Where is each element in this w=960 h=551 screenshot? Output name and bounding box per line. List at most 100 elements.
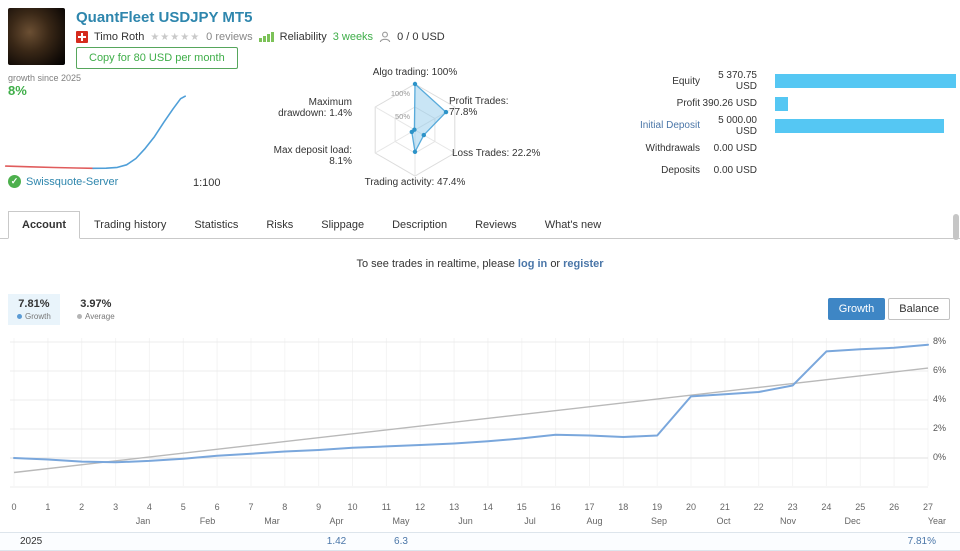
week-tick-label: 8 <box>282 502 288 512</box>
week-tick-label: 23 <box>787 502 798 512</box>
server-name[interactable]: Swissquote-Server <box>26 175 119 188</box>
leverage-value: 1:100 <box>193 177 221 189</box>
rating-stars-icon: ★★★★★ <box>150 31 201 43</box>
stat-row: Withdrawals 0.00 USD <box>600 137 956 159</box>
tab-trading-history[interactable]: Trading history <box>94 219 167 231</box>
growth-chart-svg[interactable] <box>0 334 960 500</box>
author-avatar[interactable] <box>8 8 65 65</box>
week-tick-label: 26 <box>889 502 900 512</box>
radar-label-max-deposit-load: Max deposit load: 8.1% <box>273 145 352 167</box>
tab-description[interactable]: Description <box>392 219 448 231</box>
month-label: Jul <box>524 516 536 526</box>
stat-value: 390.26 USD <box>702 98 757 110</box>
signal-age: 3 weeks <box>332 31 374 43</box>
week-tick-label: 20 <box>685 502 697 512</box>
login-link[interactable]: log in <box>517 258 548 270</box>
tab-statistics[interactable]: Statistics <box>194 219 239 231</box>
swiss-flag-icon <box>76 31 88 43</box>
week-tick-label: 24 <box>821 502 832 512</box>
average-summary-box: 3.97% Average <box>68 294 124 325</box>
radar-label-profit-trades: Profit Trades: 77.8% <box>449 96 509 118</box>
signal-meta: Timo Roth ★★★★★ 0 reviews Reliability 3 … <box>76 31 445 43</box>
svg-text:100%: 100% <box>391 89 411 98</box>
month-label: Jun <box>458 516 473 526</box>
scrollbar-thumb[interactable] <box>953 214 959 240</box>
reliability-icon <box>258 32 274 42</box>
stat-value: 5 000.00 USD <box>718 114 757 137</box>
month-label: Sep <box>650 516 668 526</box>
stat-value: 5 370.75 USD <box>718 70 757 93</box>
week-tick-label: 16 <box>550 502 561 512</box>
reliability-label: Reliability <box>279 31 327 43</box>
reviews-link[interactable]: 0 reviews <box>206 31 253 43</box>
week-tick-label: 2 <box>79 502 85 512</box>
realtime-notice: To see trades in realtime, please log in… <box>0 258 960 270</box>
copy-button[interactable]: Copy for 80 USD per month <box>76 47 238 69</box>
svg-text:50%: 50% <box>395 112 410 121</box>
verified-check-icon: ✓ <box>8 175 21 188</box>
chart-month-labels: Jan Feb Mar Apr May Jun Jul Aug Sep Oct Nov Dec Year <box>0 516 960 528</box>
chart-week-labels: 0 1 2 3 4 5 6 7 8 9 10 11 12 13 14 15 16 17 18 19 20 21 22 23 24… <box>0 502 960 514</box>
signal-title: QuantFleet USDJPY MT5 <box>76 9 253 26</box>
subscribers-icon <box>379 31 391 43</box>
average-percent: 3.97% <box>80 298 112 310</box>
month-label: May <box>392 516 410 526</box>
radar-label-loss-trades: Loss Trades: 22.2% <box>452 148 541 159</box>
register-link[interactable]: register <box>563 258 604 270</box>
stat-bar-track <box>775 96 956 111</box>
growth-value: 8% <box>8 83 27 98</box>
growth-view-button[interactable]: Growth <box>827 298 886 320</box>
month-label: Nov <box>779 516 797 526</box>
tab-risks[interactable]: Risks <box>266 219 294 231</box>
average-dot-icon <box>77 314 82 320</box>
tab-slippage[interactable]: Slippage <box>321 219 365 231</box>
stat-bar <box>775 96 789 111</box>
subscribers-count: 0 / 0 USD <box>397 31 445 43</box>
server-row: ✓ Swissquote-Server <box>8 175 118 188</box>
week-tick-label: 22 <box>753 502 764 512</box>
year-label: Year <box>927 516 946 526</box>
stat-bar-track <box>775 141 956 155</box>
week-tick-label: 19 <box>652 502 663 512</box>
month-label: Jan <box>135 516 151 526</box>
week-tick-label: 4 <box>146 502 152 512</box>
month-label: Apr <box>329 516 344 526</box>
week-tick-label: 13 <box>449 502 460 512</box>
footer-total-growth: 7.81% <box>907 536 936 547</box>
radar-label-algo-trading: Algo trading: 100% <box>372 67 458 78</box>
stat-bar-track <box>775 118 956 133</box>
stat-bar <box>775 74 956 89</box>
month-label: Aug <box>586 516 603 526</box>
week-tick-label: 6 <box>214 502 220 512</box>
author-name[interactable]: Timo Roth <box>94 31 145 43</box>
week-tick-label: 3 <box>113 502 119 512</box>
growth-dot-icon <box>17 314 22 320</box>
month-label: Oct <box>716 516 731 526</box>
balance-view-button[interactable]: Balance <box>888 298 950 320</box>
tab-what-s-new[interactable]: What's new <box>544 219 602 231</box>
stat-row: Deposits 0.00 USD <box>600 160 956 182</box>
week-tick-label: 25 <box>855 502 866 512</box>
tab-reviews[interactable]: Reviews <box>475 219 517 231</box>
week-tick-label: 21 <box>719 502 730 512</box>
stat-row: Profit 390.26 USD <box>600 92 956 114</box>
growth-summary-box: 7.81% Growth <box>8 294 60 325</box>
stat-label[interactable]: Initial Deposit <box>639 120 700 132</box>
stat-bar <box>775 118 944 133</box>
stat-label: Equity <box>672 75 700 87</box>
month-label: Mar <box>264 516 280 526</box>
footer-month-value: 1.42 <box>326 536 347 547</box>
stat-value: 0.00 USD <box>713 142 757 154</box>
stat-label: Deposits <box>661 165 700 177</box>
stat-row: Initial Deposit 5 000.00 USD <box>600 115 956 137</box>
radar-label-maximum-drawdown: Maximum drawdown: 1.4% <box>278 97 352 119</box>
week-tick-label: 18 <box>618 502 629 512</box>
account-stats-table: Equity 5 370.75 USD Profit 390.26 USD Initia… <box>600 70 956 182</box>
tab-account[interactable]: Account <box>8 211 80 239</box>
footer-year: 2025 <box>20 536 43 547</box>
growth-caption: growth since 2025 <box>8 73 82 83</box>
week-tick-label: 12 <box>415 502 426 512</box>
radar-chart-svg: 100% 50% <box>374 81 456 177</box>
week-tick-label: 9 <box>316 502 322 512</box>
